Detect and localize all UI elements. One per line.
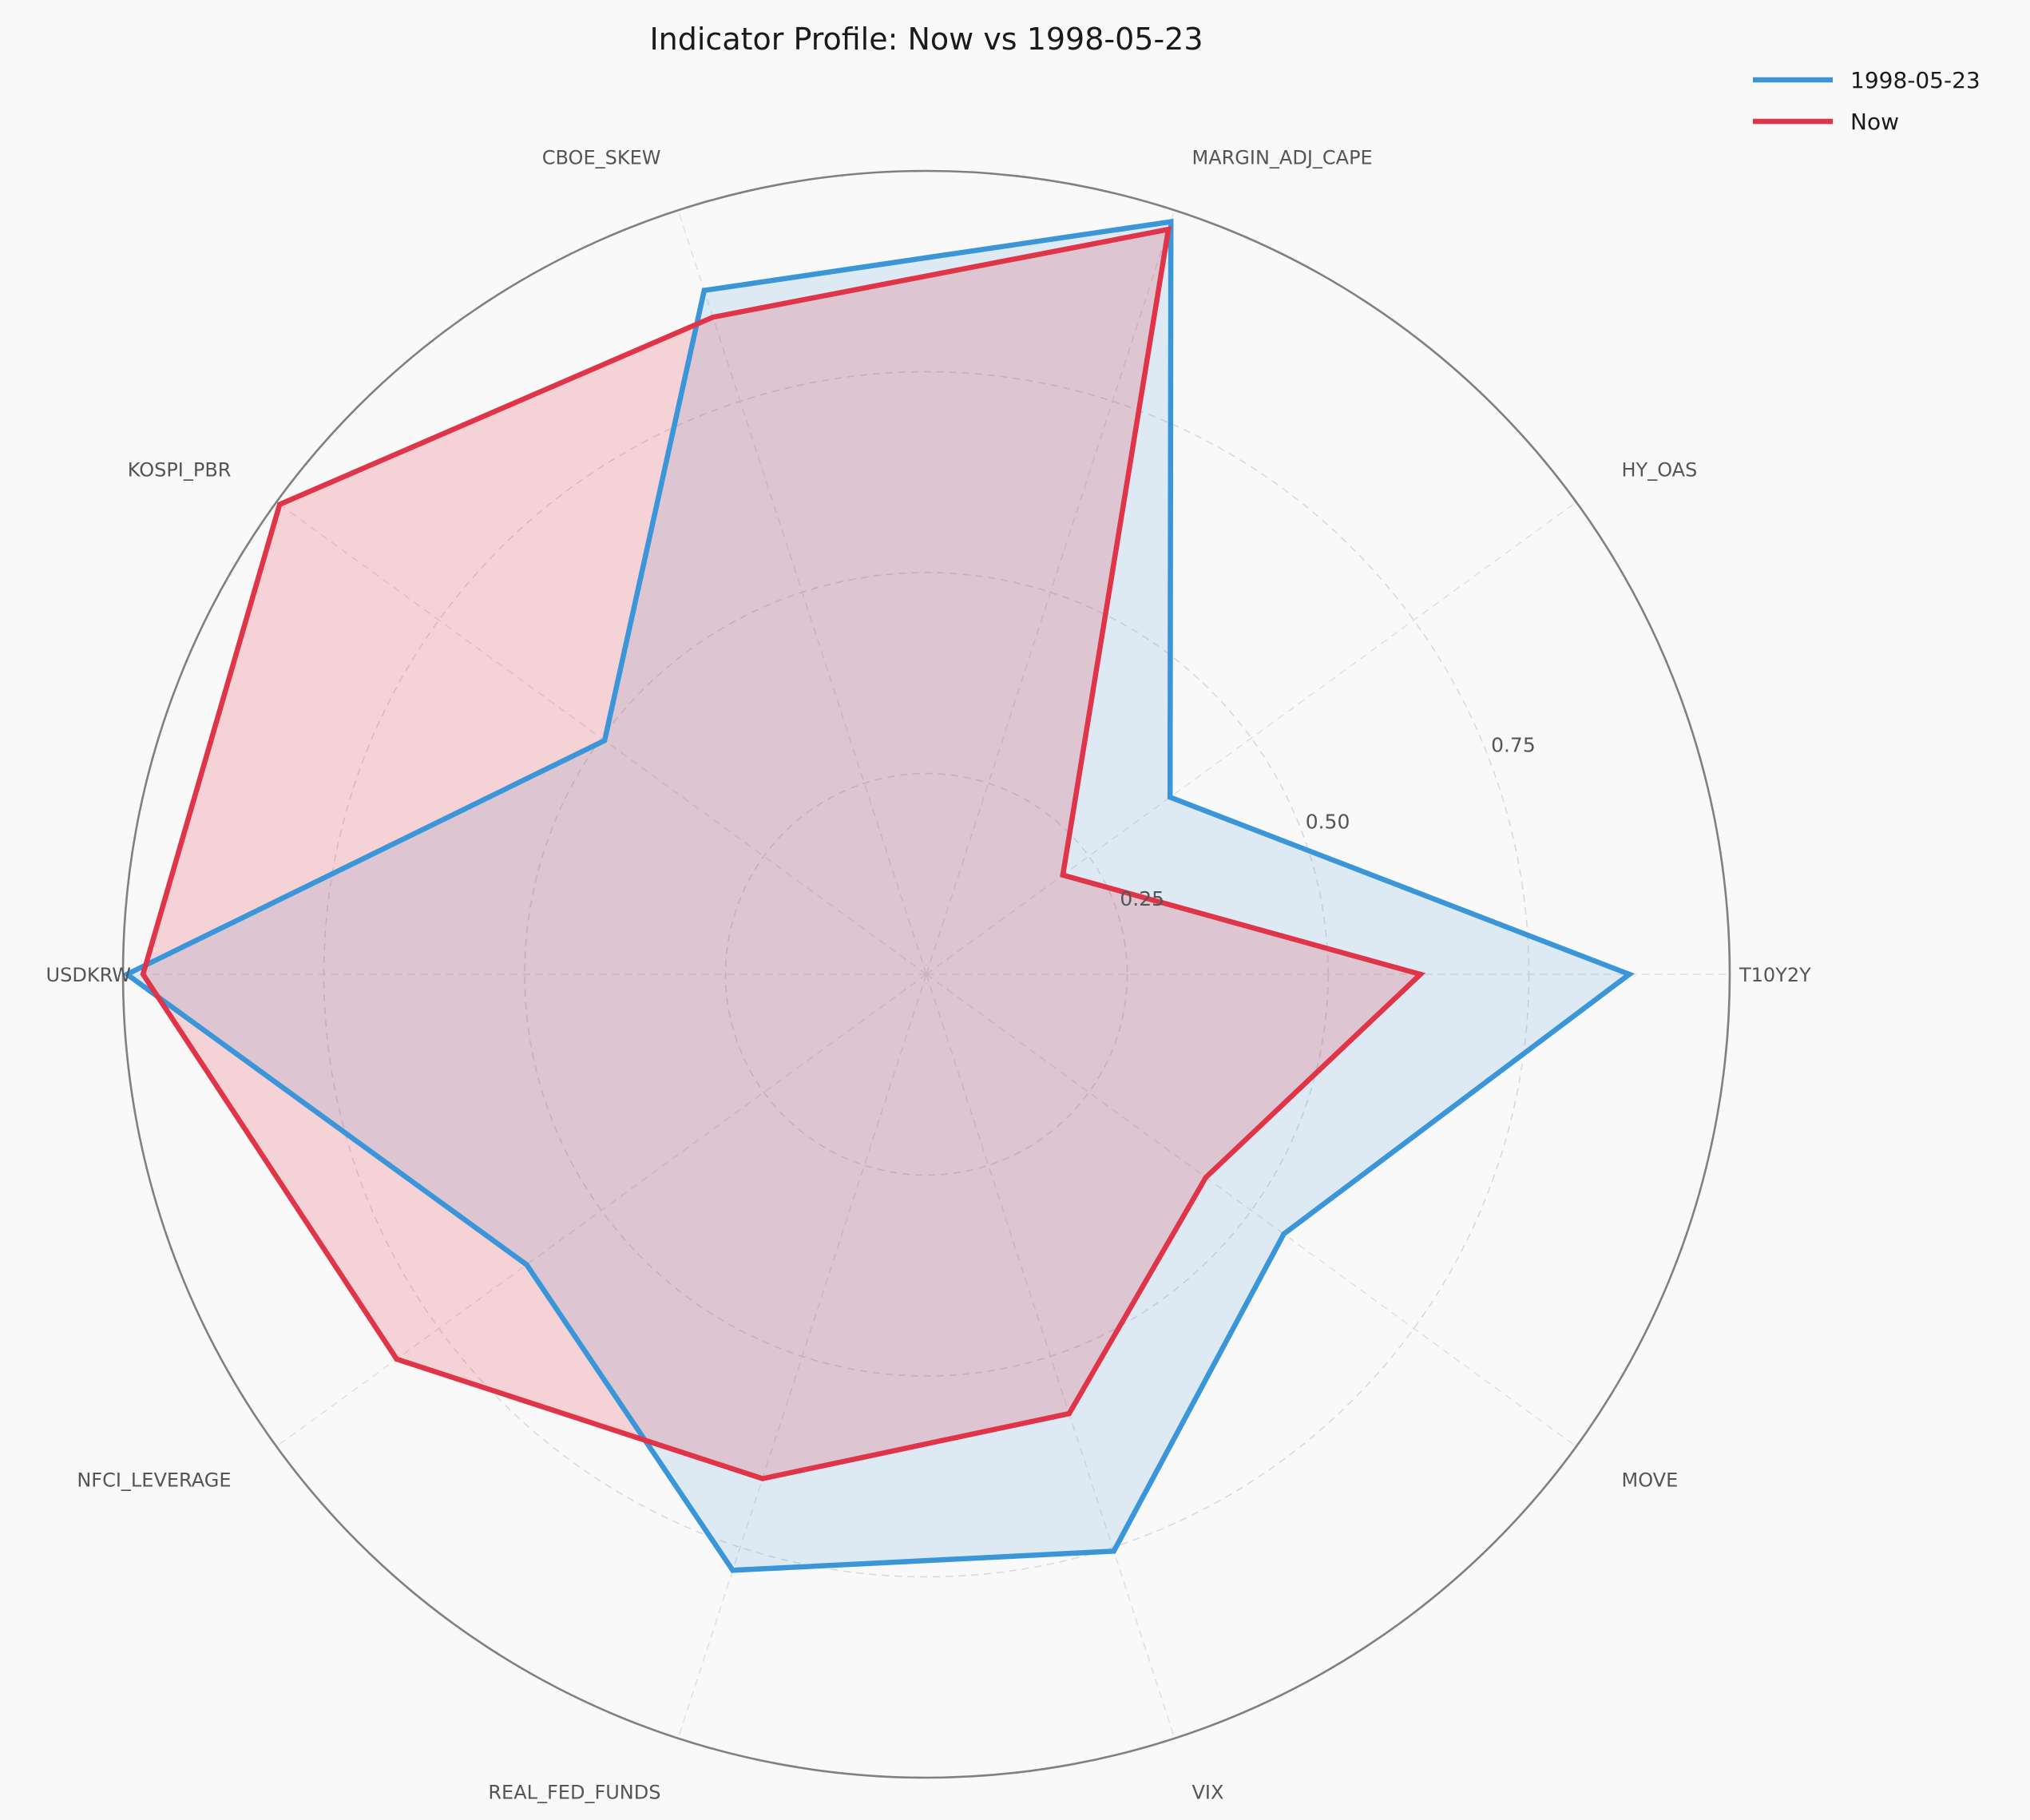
axis-label: MOVE [1622,1469,1679,1491]
radial-tick-labels: 0.25 0.50 0.75 [1120,733,1535,910]
axis-label: T10Y2Y [1739,964,1811,986]
radial-tick-label: 0.75 [1491,733,1536,756]
axis-spoke [926,502,1577,975]
axis-labels: T10Y2Y HY_OAS MARGIN_ADJ_CAPE CBOE_SKEW KOSP… [46,147,1812,1804]
series-layer [121,218,1635,1573]
axis-spoke [276,502,927,975]
axis-label: REAL_FED_FUNDS [488,1781,660,1803]
series-line-1 [140,226,1426,1481]
axis-spoke [276,973,927,1447]
axis-spoke [926,973,1176,1739]
axis-label: USDKRW [46,964,131,986]
radial-tick-label: 0.25 [1120,887,1164,910]
axis-spoke [926,209,1176,975]
axis-label: KOSPI_PBR [128,459,232,482]
axis-label: HY_OAS [1622,459,1698,482]
axis-label: CBOE_SKEW [542,147,661,169]
axis-label: VIX [1192,1781,1224,1803]
legend: 1998-05-23 Now [1753,67,1980,135]
axis-label: MARGIN_ADJ_CAPE [1192,147,1373,169]
axis-spoke [677,209,927,975]
series-fill-0 [127,221,1630,1571]
grid-ring [724,772,1128,1176]
axis-label: NFCI_LEVERAGE [77,1469,231,1491]
legend-label: Now [1850,109,1899,135]
chart-title: Indicator Profile: Now vs 1998-05-23 [649,22,1203,57]
axis-spoke [677,973,927,1739]
series-line-0 [121,218,1635,1573]
legend-label: 1998-05-23 [1850,67,1980,93]
axis-spoke [926,973,1577,1447]
radial-tick-label: 0.50 [1306,811,1350,834]
series-fill-1 [143,229,1421,1479]
